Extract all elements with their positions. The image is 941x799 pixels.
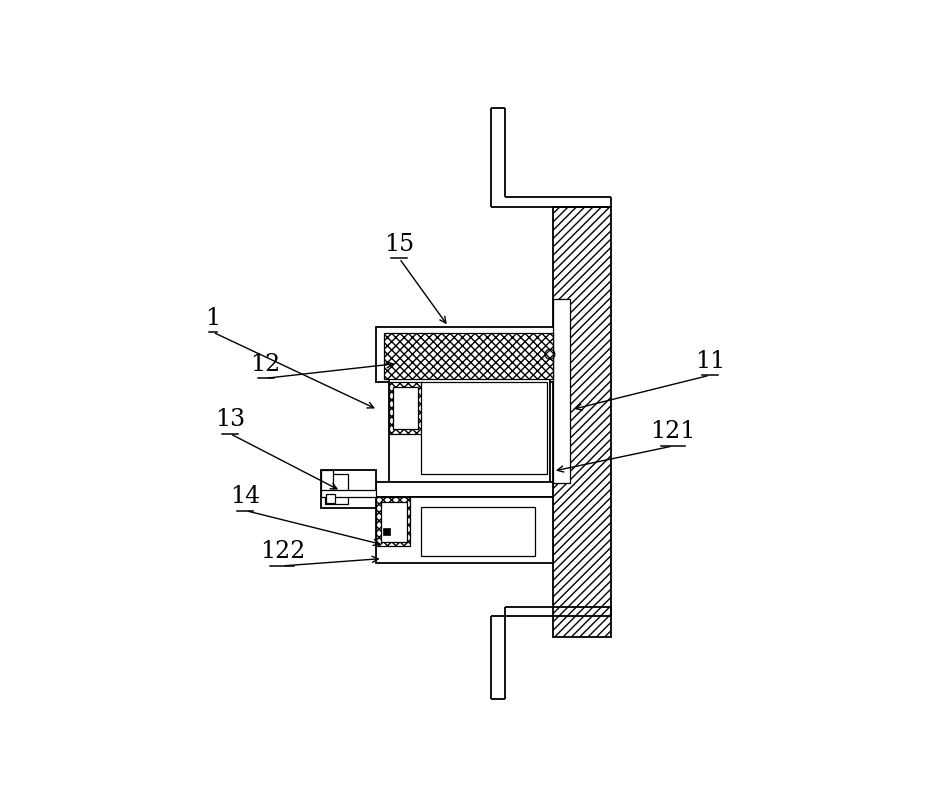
Bar xyxy=(421,507,534,556)
Text: 14: 14 xyxy=(231,485,261,508)
Bar xyxy=(376,327,561,382)
Bar xyxy=(553,207,612,638)
Bar xyxy=(389,382,423,435)
Text: 15: 15 xyxy=(384,233,414,256)
Bar xyxy=(389,379,550,483)
Text: 11: 11 xyxy=(694,350,725,372)
Bar xyxy=(326,494,335,503)
Bar xyxy=(384,332,553,379)
Text: 121: 121 xyxy=(650,420,695,443)
Bar xyxy=(381,502,407,542)
Bar xyxy=(321,470,376,508)
Text: 12: 12 xyxy=(250,353,280,376)
Bar xyxy=(553,299,570,483)
Bar xyxy=(321,490,376,497)
Bar xyxy=(393,388,418,429)
Bar xyxy=(376,497,410,547)
Bar xyxy=(321,470,333,491)
Bar xyxy=(383,528,390,535)
Bar xyxy=(325,474,348,504)
Bar xyxy=(376,497,553,563)
Text: 122: 122 xyxy=(260,540,305,563)
Text: 1: 1 xyxy=(205,307,220,330)
Bar xyxy=(376,482,553,497)
Text: 13: 13 xyxy=(215,408,245,431)
Bar xyxy=(421,382,547,475)
